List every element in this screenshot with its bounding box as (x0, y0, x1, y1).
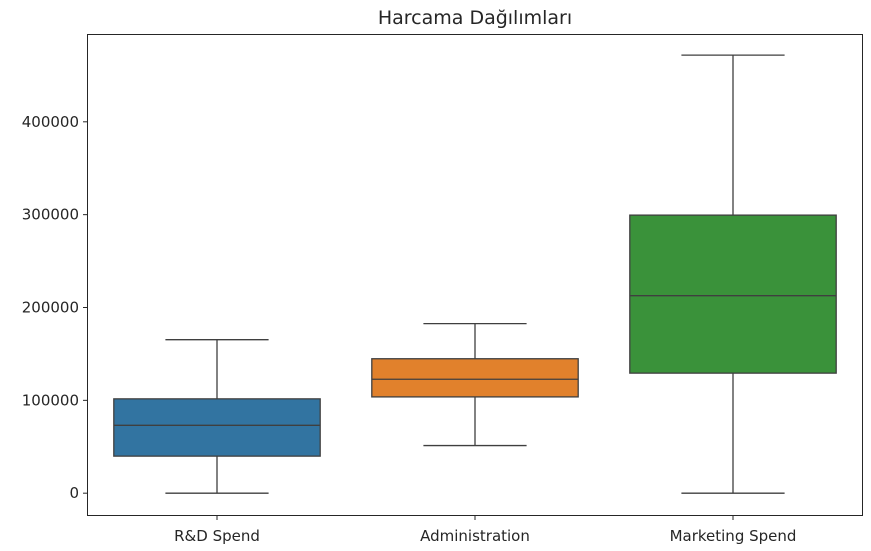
x-tick-label: Administration (420, 527, 530, 545)
box-1 (371, 322, 579, 447)
y-tick-label: 0 (69, 484, 79, 502)
y-axis: 0 100000 200000 300000 400000 (22, 113, 88, 502)
boxes-group (113, 54, 837, 494)
chart-title: Harcama Dağılımları (378, 7, 572, 29)
y-tick-label: 100000 (22, 391, 79, 409)
iqr-box (113, 398, 321, 457)
x-tick-label: R&D Spend (174, 527, 260, 545)
iqr-box (371, 358, 579, 398)
box-0 (113, 339, 321, 494)
x-axis: R&D Spend Administration Marketing Spend (174, 515, 796, 545)
iqr-box (629, 214, 837, 374)
x-tick-label: Marketing Spend (670, 527, 797, 545)
y-tick-label: 300000 (22, 206, 79, 224)
box-2 (629, 54, 837, 494)
y-tick-label: 400000 (22, 113, 79, 131)
y-tick-label: 200000 (22, 298, 79, 316)
